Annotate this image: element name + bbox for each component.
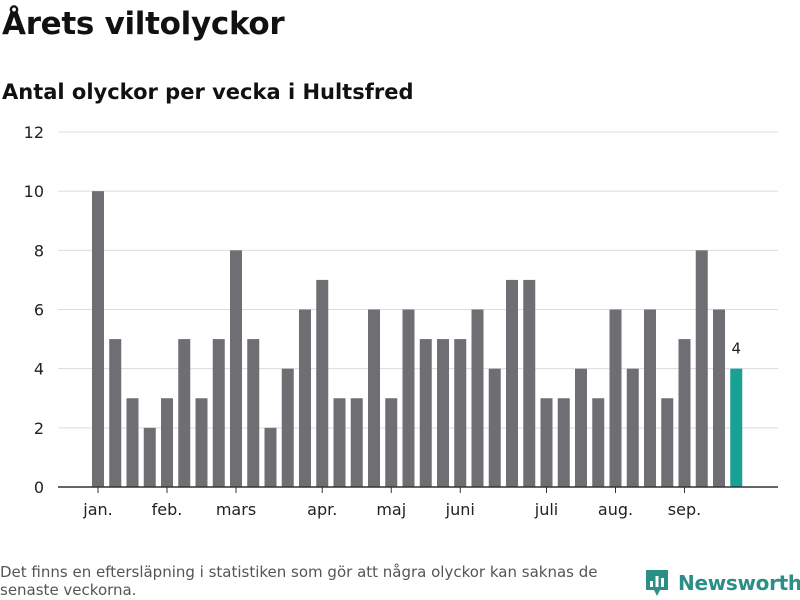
data-label: 4 [731, 340, 741, 358]
footnote: Det finns en eftersläpning i statistiken… [0, 563, 598, 599]
bar [247, 339, 260, 487]
bar [609, 309, 622, 487]
bar [454, 339, 467, 487]
newsworthy-logo[interactable]: Newsworthy [644, 568, 800, 598]
bar [368, 309, 380, 487]
newsworthy-logo-text: Newsworthy [678, 571, 800, 595]
x-tick-label: jan. [82, 500, 112, 519]
y-tick-label: 12 [24, 123, 44, 142]
bar [385, 398, 398, 487]
bar [178, 339, 191, 487]
bar [161, 398, 173, 487]
bar [437, 339, 449, 487]
x-tick-label: maj [376, 500, 406, 519]
x-tick-label: feb. [152, 500, 183, 519]
x-tick-label: apr. [307, 500, 337, 519]
y-tick-label: 6 [34, 301, 44, 320]
bar [540, 398, 553, 487]
bar [661, 398, 674, 487]
x-tick-label: aug. [598, 500, 633, 519]
bar [350, 398, 363, 487]
bar [143, 427, 156, 487]
bar [92, 191, 104, 487]
bar [333, 398, 346, 487]
bar [281, 368, 294, 487]
bar [419, 339, 432, 487]
chart-subtitle: Antal olyckor per vecka i Hultsfred [2, 80, 414, 104]
x-tick-label: mars [216, 500, 256, 519]
y-tick-label: 8 [34, 241, 44, 260]
x-tick-label: juli [534, 500, 558, 519]
bar [230, 250, 242, 487]
bar [316, 279, 329, 487]
y-tick-label: 4 [34, 360, 44, 379]
highlight-bar [730, 368, 743, 487]
bar [195, 398, 208, 487]
x-tick-label: sep. [668, 500, 701, 519]
x-tick-label: juni [445, 500, 475, 519]
bar [506, 279, 518, 487]
bar [488, 368, 501, 487]
bar [471, 309, 484, 487]
y-tick-label: 10 [24, 182, 44, 201]
chart-title: Årets viltolyckor [2, 6, 285, 42]
bar [557, 398, 570, 487]
bar [695, 250, 708, 487]
bar [575, 368, 587, 487]
bar [299, 309, 311, 487]
bar [678, 339, 691, 487]
bar-chart: 0 2 4 6 8 10 12 4 jan. feb. mars apr. maj juni juli aug… [24, 123, 778, 519]
bar [126, 398, 139, 487]
bar [644, 309, 656, 487]
bar [264, 427, 277, 487]
newsworthy-logo-icon [646, 570, 668, 596]
y-tick-label: 0 [34, 478, 44, 497]
bar [713, 309, 725, 487]
bar [402, 309, 415, 487]
y-tick-label: 2 [34, 419, 44, 438]
bar [626, 368, 639, 487]
bar [109, 339, 122, 487]
bar [592, 398, 605, 487]
bar [212, 339, 225, 487]
bar [523, 279, 536, 487]
